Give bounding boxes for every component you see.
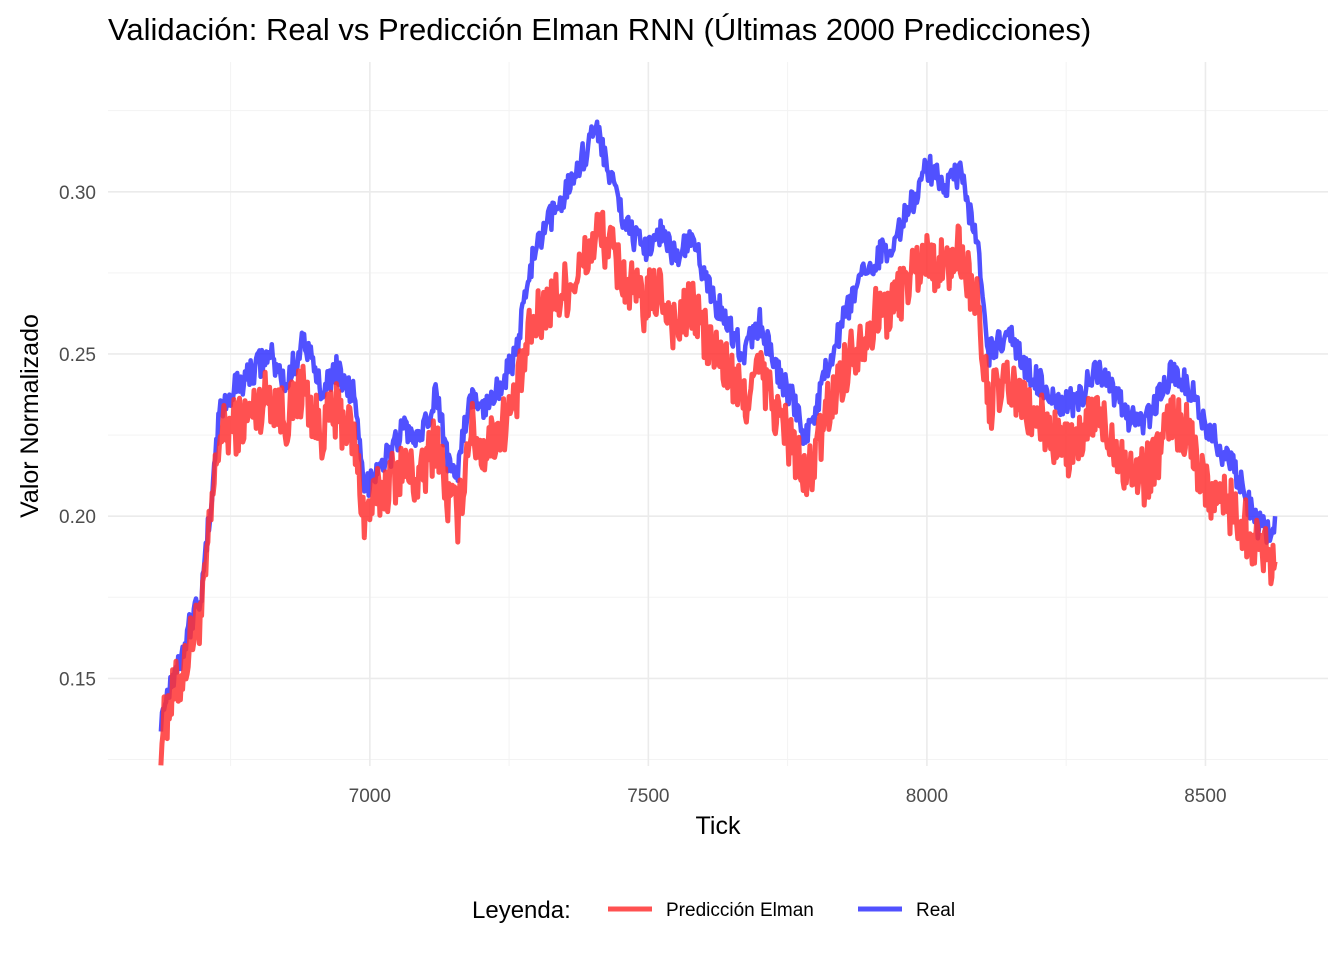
y-tick-label: 0.25 <box>59 345 96 366</box>
y-tick-label: 0.15 <box>59 669 96 690</box>
x-tick-label: 8000 <box>906 786 948 807</box>
series-lines <box>158 119 1278 766</box>
x-tick-label: 7000 <box>349 786 391 807</box>
x-axis-ticks: 7000 7500 8000 8500 <box>349 786 1227 807</box>
legend-label-prediccion: Predicción Elman <box>666 900 814 921</box>
series-line-real <box>158 119 1278 732</box>
x-tick-label: 8500 <box>1184 786 1226 807</box>
y-tick-label: 0.20 <box>59 507 96 528</box>
legend: Leyenda: Predicción Elman Real <box>472 897 955 924</box>
chart-title: Validación: Real vs Predicción Elman RNN… <box>108 12 1091 47</box>
y-axis-title: Valor Normalizado <box>16 314 44 518</box>
x-axis-title: Tick <box>696 812 741 840</box>
legend-title: Leyenda: <box>472 897 571 924</box>
series-line-prediccion-elman <box>158 209 1278 766</box>
legend-label-real: Real <box>916 900 955 921</box>
y-tick-label: 0.30 <box>59 183 96 204</box>
y-axis-ticks: 0.15 0.20 0.25 0.30 <box>59 183 96 691</box>
x-tick-label: 7500 <box>627 786 669 807</box>
